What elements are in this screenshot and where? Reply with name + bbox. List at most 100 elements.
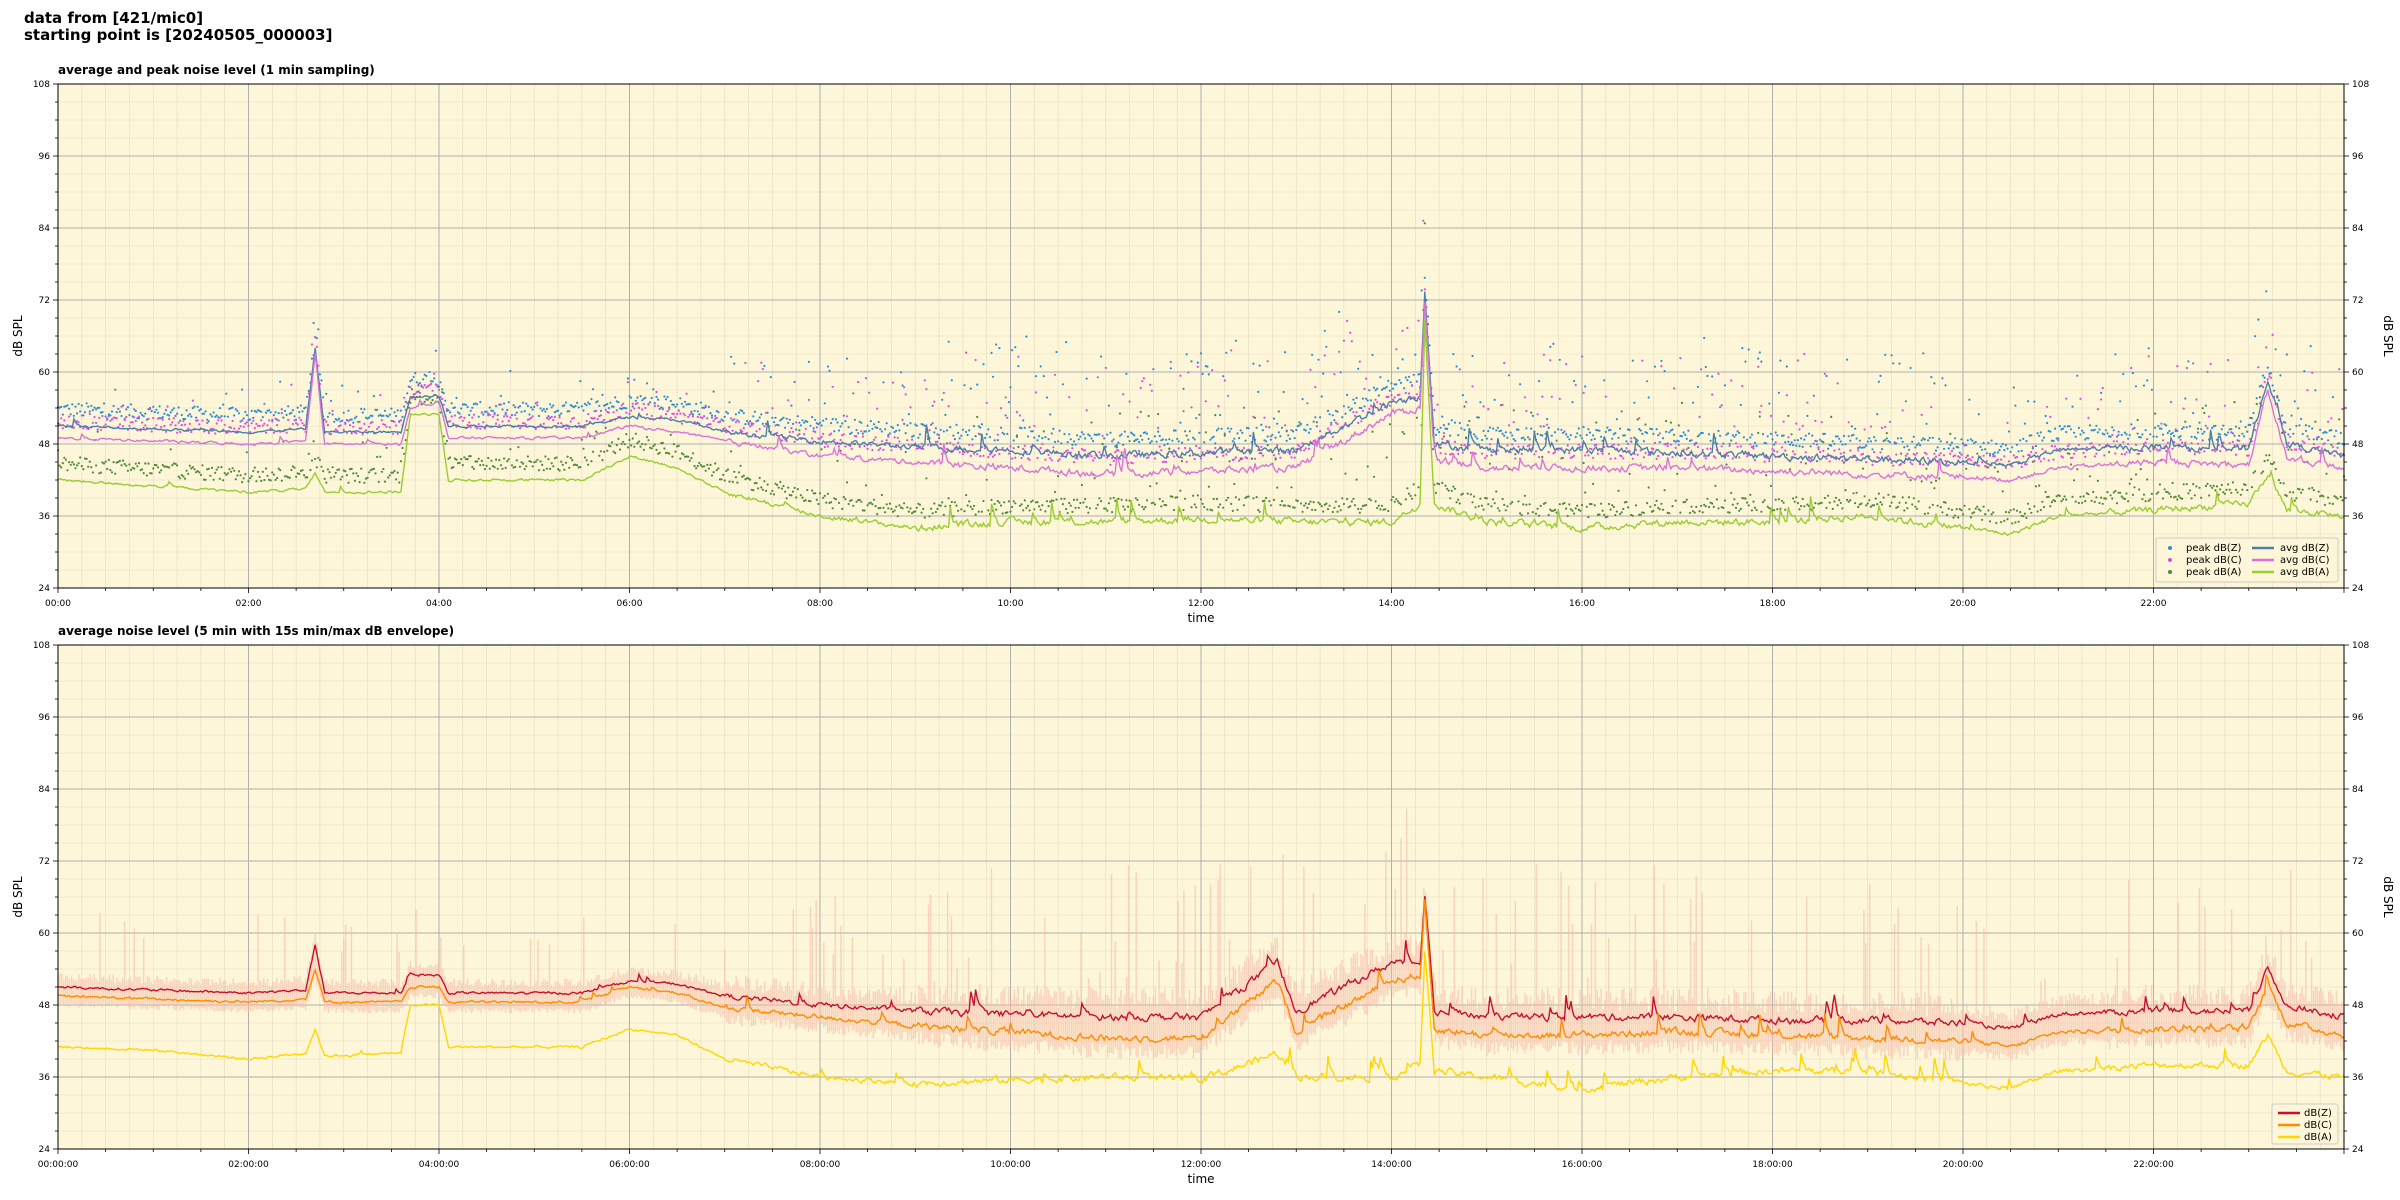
peak-point — [544, 410, 547, 413]
peak-point — [1976, 452, 1979, 455]
peak-point — [1242, 406, 1245, 409]
peak-point — [2166, 491, 2169, 494]
peak-point — [1217, 427, 1220, 430]
peak-point — [1044, 458, 1047, 461]
peak-point — [631, 437, 634, 440]
peak-point — [277, 419, 280, 422]
peak-point — [1228, 448, 1231, 451]
peak-point — [1326, 508, 1330, 511]
peak-point — [168, 466, 171, 469]
peak-point — [1155, 482, 1158, 485]
peak-point — [1955, 508, 1958, 511]
peak-point — [876, 426, 879, 429]
peak-point — [1530, 427, 1533, 430]
peak-point — [2093, 428, 2096, 431]
peak-point — [1057, 440, 1060, 443]
peak-point — [112, 404, 115, 408]
peak-point — [1277, 452, 1280, 455]
peak-point — [1990, 439, 1993, 442]
peak-point — [1193, 438, 1196, 441]
peak-point — [1465, 436, 1468, 439]
peak-point — [244, 410, 247, 414]
peak-point — [936, 507, 939, 510]
peak-point — [1700, 504, 1703, 507]
peak-point — [461, 464, 464, 467]
peak-point — [1438, 431, 1441, 434]
peak-point — [2288, 435, 2292, 438]
peak-point — [2077, 501, 2080, 505]
peak-point — [1423, 276, 1426, 279]
peak-point — [2050, 445, 2053, 448]
peak-point — [1977, 508, 1980, 511]
peak-point — [1457, 452, 1460, 455]
y-tick-label-right: 60 — [2352, 368, 2364, 378]
peak-point — [2300, 449, 2303, 452]
peak-point — [1795, 496, 1798, 499]
peak-point — [668, 452, 671, 455]
peak-point — [277, 467, 280, 470]
peak-point — [1163, 444, 1166, 447]
peak-point — [1746, 438, 1749, 441]
peak-point — [1020, 503, 1023, 506]
peak-point — [1412, 373, 1415, 376]
peak-point — [541, 409, 544, 412]
peak-point — [2254, 335, 2257, 338]
peak-point — [1558, 397, 1561, 400]
peak-point — [969, 387, 972, 390]
peak-point — [561, 463, 564, 466]
peak-point — [547, 415, 550, 418]
peak-point — [523, 468, 526, 471]
peak-point — [1030, 430, 1033, 433]
peak-point — [496, 467, 499, 470]
peak-point — [2204, 424, 2207, 427]
peak-point — [1981, 461, 1984, 464]
peak-point — [1276, 444, 1279, 447]
peak-point — [2065, 430, 2068, 434]
peak-point — [1661, 508, 1665, 511]
peak-point — [1484, 456, 1487, 460]
peak-point — [2071, 456, 2074, 459]
peak-point — [1528, 438, 1531, 441]
peak-point — [1865, 461, 1868, 464]
peak-point — [1214, 414, 1217, 417]
peak-point — [631, 405, 634, 408]
peak-point — [1341, 497, 1344, 500]
peak-point — [2269, 376, 2273, 379]
peak-point — [1398, 393, 1401, 396]
peak-point — [776, 483, 779, 486]
peak-point — [610, 405, 614, 408]
peak-point — [1107, 502, 1110, 505]
peak-point — [1455, 365, 1458, 368]
peak-point — [725, 469, 728, 473]
peak-point — [83, 411, 87, 414]
peak-point — [977, 425, 980, 428]
peak-point — [1450, 419, 1453, 422]
peak-point — [1163, 503, 1166, 507]
peak-point — [1855, 459, 1858, 462]
peak-point — [383, 409, 387, 412]
peak-point — [1888, 505, 1892, 508]
peak-point — [2136, 452, 2139, 455]
peak-point — [2277, 418, 2280, 421]
peak-point — [2208, 494, 2211, 497]
peak-point — [1155, 440, 1158, 443]
peak-point — [1292, 451, 1295, 454]
peak-point — [1706, 447, 1709, 450]
peak-point — [1482, 429, 1485, 432]
peak-point — [1360, 406, 1363, 410]
peak-point — [887, 433, 890, 437]
peak-point — [745, 419, 749, 423]
peak-point — [1792, 497, 1795, 500]
peak-point — [269, 479, 272, 482]
peak-point — [1736, 445, 1739, 448]
peak-point — [1344, 422, 1347, 425]
peak-point — [1133, 434, 1136, 437]
peak-point — [961, 453, 965, 456]
peak-point — [1614, 514, 1617, 517]
peak-point — [2093, 500, 2096, 503]
peak-point — [2192, 483, 2195, 486]
peak-point — [1879, 501, 1882, 504]
peak-point — [882, 506, 885, 509]
peak-point — [501, 467, 504, 470]
peak-point — [1876, 503, 1879, 506]
